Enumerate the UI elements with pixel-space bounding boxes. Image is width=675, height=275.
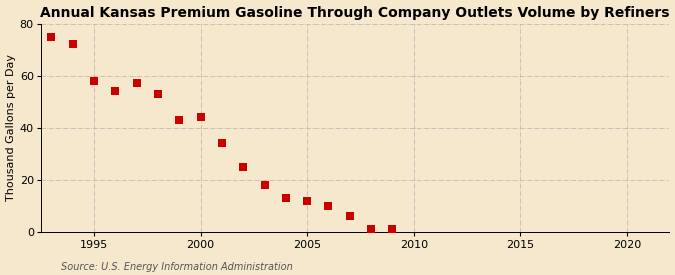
Text: Source: U.S. Energy Information Administration: Source: U.S. Energy Information Administ… <box>61 262 292 272</box>
Point <box>387 227 398 232</box>
Point <box>195 115 206 119</box>
Point <box>323 204 334 208</box>
Point <box>366 227 377 232</box>
Point <box>153 92 163 96</box>
Point <box>174 118 185 122</box>
Point <box>217 141 227 145</box>
Y-axis label: Thousand Gallons per Day: Thousand Gallons per Day <box>5 54 16 201</box>
Point <box>132 81 142 86</box>
Point <box>68 42 78 46</box>
Point <box>46 34 57 39</box>
Title: Annual Kansas Premium Gasoline Through Company Outlets Volume by Refiners: Annual Kansas Premium Gasoline Through C… <box>40 6 670 20</box>
Point <box>259 183 270 187</box>
Point <box>110 89 121 94</box>
Point <box>238 164 248 169</box>
Point <box>280 196 291 200</box>
Point <box>88 79 99 83</box>
Point <box>302 198 313 203</box>
Point <box>344 214 355 218</box>
